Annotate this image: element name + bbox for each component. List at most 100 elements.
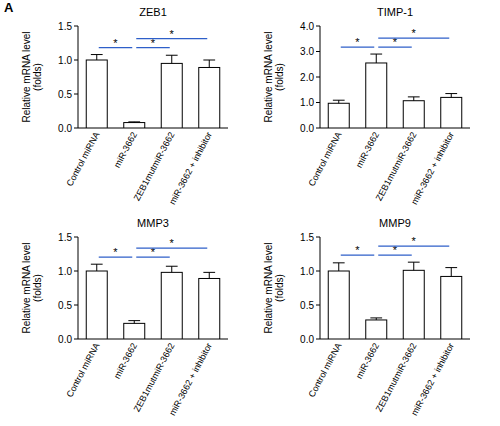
significance-label: * [355,244,360,256]
x-tick-label: miR-3662 + inhibitor [167,341,214,417]
error-bar-stem [171,55,172,63]
error-bar-stem [96,55,97,60]
significance-label: * [355,36,360,48]
error-bar [91,264,103,271]
error-bar-stem [451,94,452,98]
y-tick [316,26,320,27]
error-bar-cap [203,60,215,61]
error-bar-stem [209,272,210,278]
chart-title: MMP9 [379,217,411,229]
y-tick [74,305,78,306]
bar [328,103,349,128]
y-axis-line [320,237,321,339]
chart-panel: TIMP-1Relative mRNA level(folds)0.01.02.… [263,6,471,206]
y-axis-label-line: (folds) [32,63,43,91]
error-bar-cap [408,262,420,263]
y-tick-label: 0.5 [300,300,314,311]
y-tick-label: 0.5 [58,300,72,311]
y-tick [316,77,320,78]
significance-label: * [170,28,175,40]
error-bar [445,94,457,98]
bar [441,97,462,128]
y-axis-line [78,26,79,128]
x-tick-label: miR-3662 [112,130,139,169]
y-tick-label: 1.5 [58,21,72,32]
error-bar [370,54,382,63]
y-tick [316,237,320,238]
bar [199,67,220,128]
error-bar-cap [333,262,345,263]
y-tick-label: 1.0 [58,55,72,66]
chart-panel: ZEB1Relative mRNA level(folds)0.00.51.01… [21,6,229,206]
error-bar [128,321,140,324]
y-axis-label-line: (folds) [274,274,285,302]
error-bar-stem [413,262,414,270]
y-tick [316,51,320,52]
significance-label: * [170,237,175,249]
bar [124,123,145,128]
x-tick-label: miR-3662 + inhibitor [409,341,456,417]
error-bar-cap [128,320,140,321]
error-bar-cap [91,264,103,265]
bar [403,270,424,339]
y-axis-label-line: Relative mRNA level [21,31,32,122]
error-bar-cap [128,121,140,122]
x-tick-label: Control miRNA [65,130,102,188]
bar [328,271,349,339]
y-tick-label: 1.5 [300,232,314,243]
y-tick [316,305,320,306]
error-bar-stem [171,266,172,272]
error-bar-cap [370,317,382,318]
error-bar [128,121,140,123]
x-tick-label: miR-3662 [112,341,139,380]
x-tick-label: ZEB1mutmiR-3662 [374,130,419,202]
error-bar [166,266,178,272]
error-bar [203,272,215,278]
y-tick-label: 0.5 [58,89,72,100]
y-tick-label: 1.0 [300,97,314,108]
error-bar [203,60,215,67]
y-tick [316,128,320,129]
y-tick-label: 0.0 [300,123,314,134]
x-tick-label: Control miRNA [307,341,344,399]
error-bar-stem [413,97,414,101]
marks [86,55,220,128]
y-tick [74,128,78,129]
y-tick [74,94,78,95]
y-tick-label: 0.0 [300,334,314,345]
error-bar-cap [91,54,103,55]
y-tick [316,339,320,340]
background [0,0,500,426]
y-axis-label: Relative mRNA level(folds) [21,31,43,122]
error-bar [333,263,345,271]
x-tick-label: miR-3662 [354,341,381,380]
error-bar-cap [445,267,457,268]
bar [441,276,462,339]
marks [86,264,220,339]
error-bar [370,318,382,320]
y-axis-label-line: (folds) [274,63,285,91]
panel-label: A [4,0,14,15]
bar [403,101,424,128]
error-bar-cap [203,272,215,273]
error-bar-stem [209,60,210,67]
figure: AZEB1Relative mRNA level(folds)0.00.51.0… [0,0,500,426]
bar [199,278,220,339]
chart-panel: MMP9Relative mRNA level(folds)0.00.51.01… [263,217,471,417]
error-bar [445,268,457,277]
x-tick-label: miR-3662 + inhibitor [167,130,214,206]
error-bar-cap [166,55,178,56]
error-bar [408,97,420,101]
bar [86,60,107,128]
error-bar-stem [376,54,377,63]
y-axis-line [78,237,79,339]
chart-panel: MMP3Relative mRNA level(folds)0.00.51.01… [21,217,229,417]
error-bar-stem [451,268,452,277]
y-tick-label: 2.0 [300,72,314,83]
y-tick-label: 1.0 [58,266,72,277]
error-bar-stem [96,264,97,271]
bar [124,323,145,339]
x-tick-label: ZEB1mutmiR-3662 [132,341,177,413]
chart-title: MMP3 [137,217,169,229]
error-bar-cap [166,266,178,267]
